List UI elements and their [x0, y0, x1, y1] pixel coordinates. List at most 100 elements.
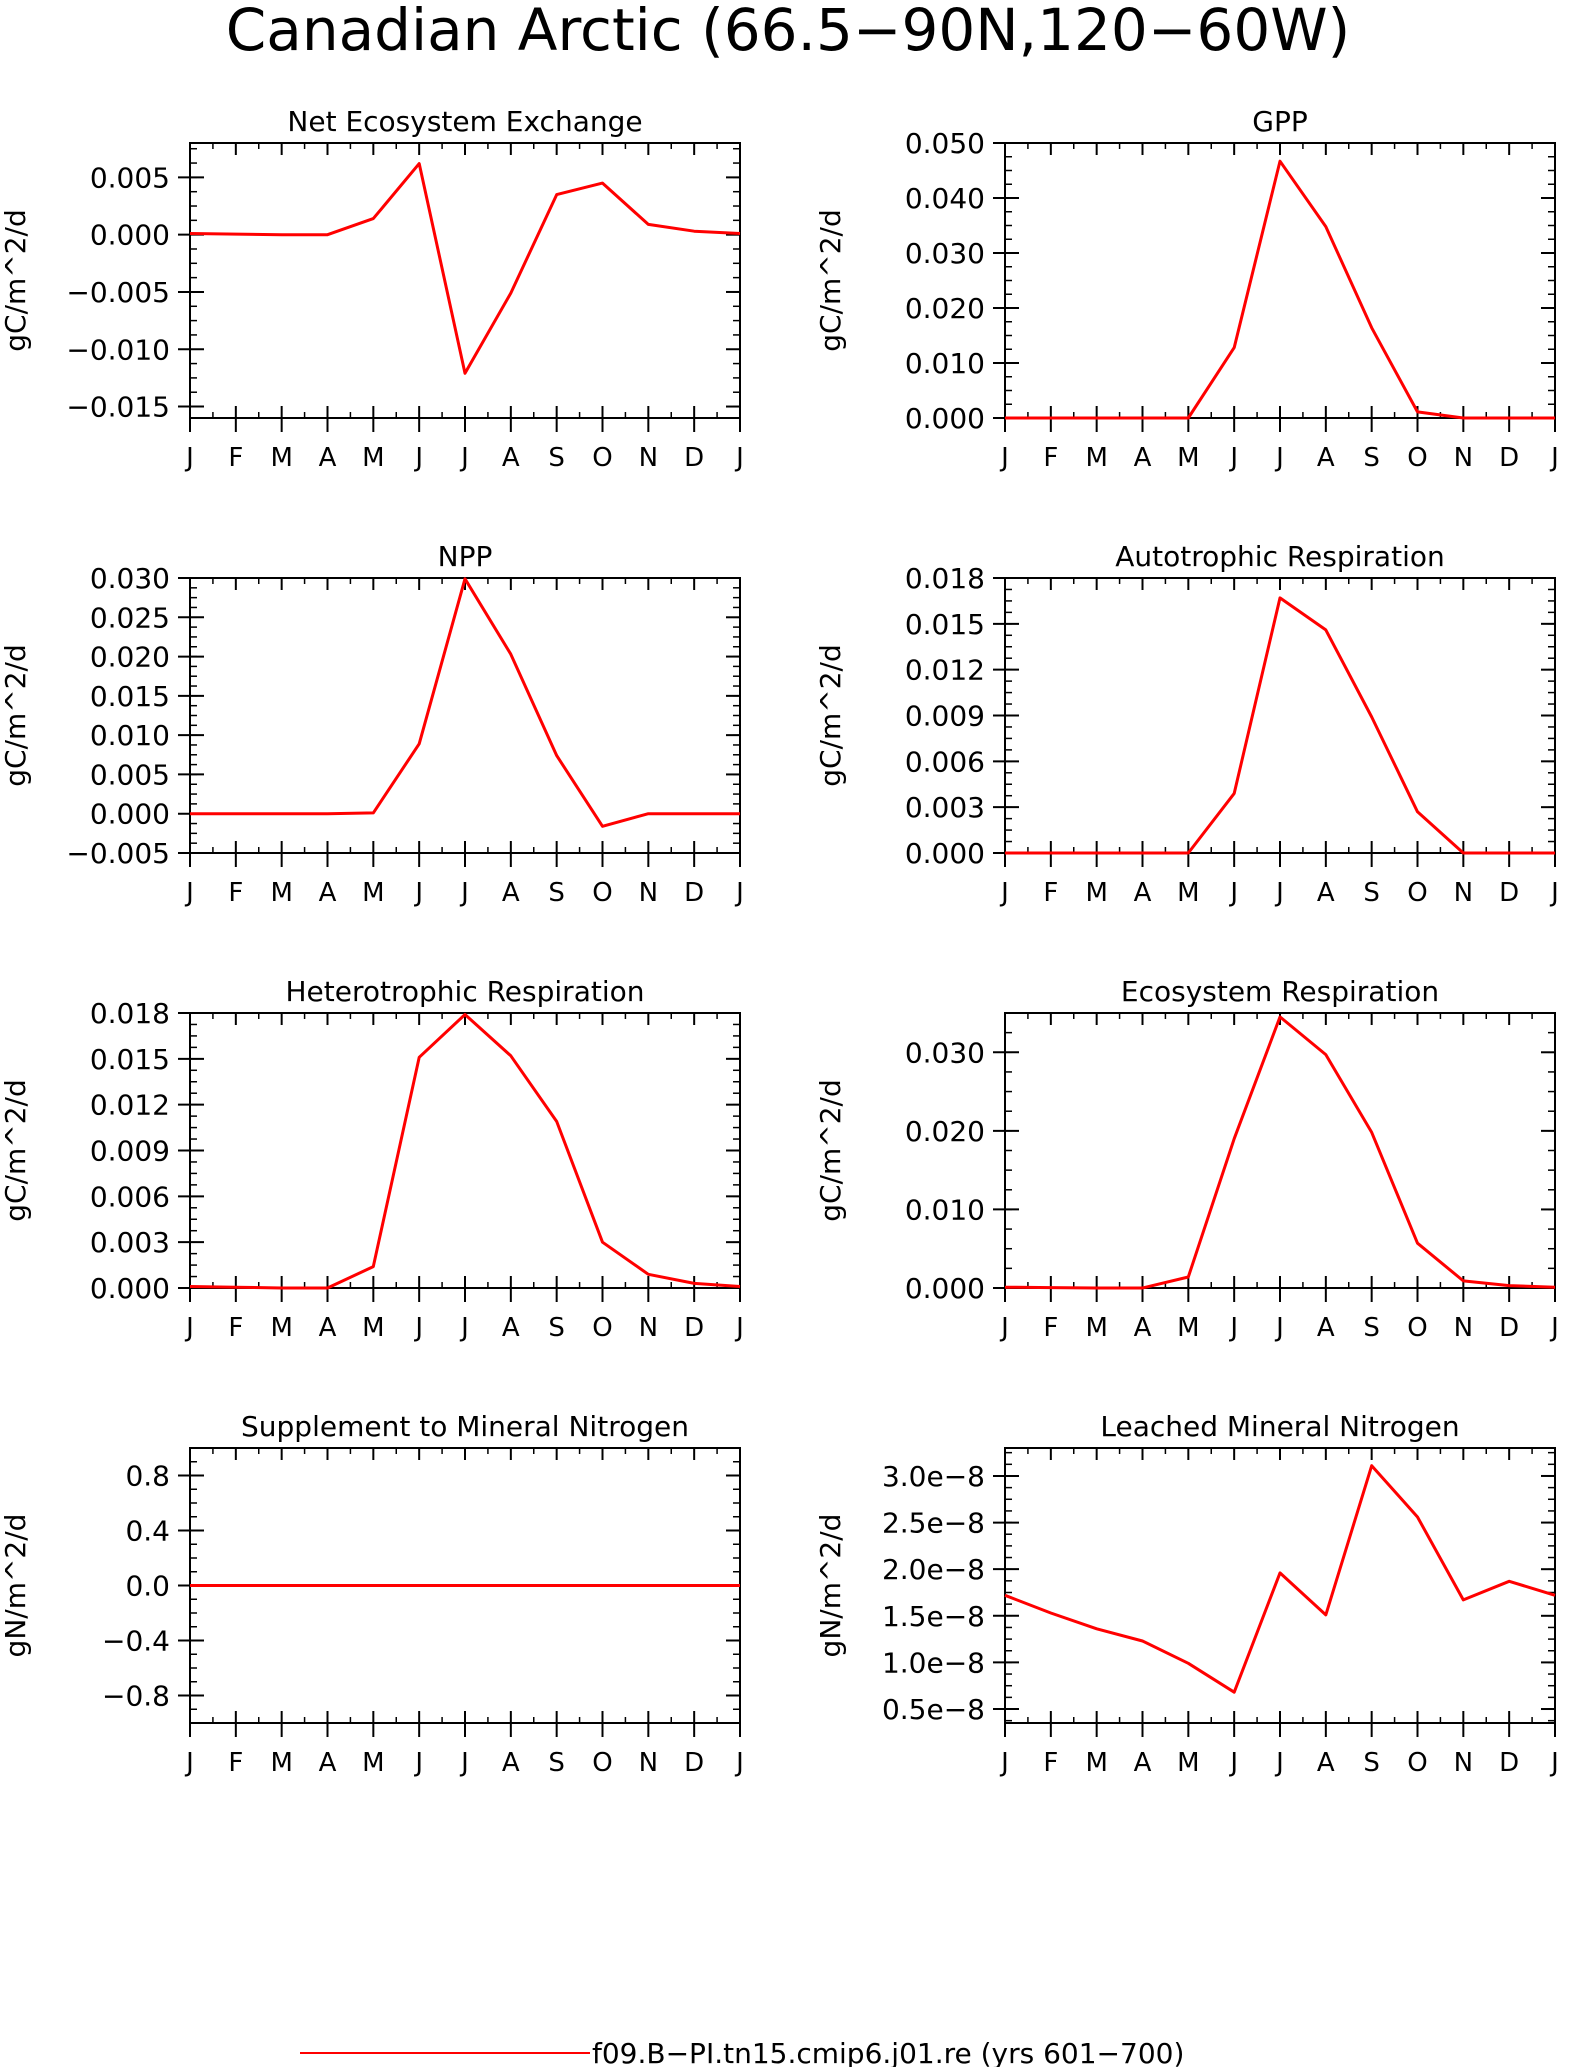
y-tick-label: 0.000: [905, 1272, 985, 1305]
x-tick-label: M: [1085, 443, 1107, 473]
y-tick-label: 0.030: [90, 562, 170, 595]
x-tick-label: A: [1134, 1748, 1152, 1778]
y-tick-label: 0.025: [90, 601, 170, 634]
y-tick-label: 0.010: [905, 347, 985, 380]
x-tick-label: J: [413, 1748, 423, 1778]
plot-frame: [1004, 577, 1556, 854]
plot-frame: [189, 577, 741, 854]
y-tick-label: 0.018: [90, 997, 170, 1030]
y-tick-label: 0.020: [90, 641, 170, 674]
x-tick-label: A: [319, 443, 337, 473]
x-tick-label: M: [270, 443, 292, 473]
x-tick-label: J: [413, 878, 423, 908]
panel-title: Leached Mineral Nitrogen: [1100, 1410, 1459, 1443]
x-tick-label: J: [1274, 443, 1284, 473]
x-tick-label: M: [1085, 878, 1107, 908]
y-tick-label: 0.015: [90, 1043, 170, 1076]
x-tick-label: A: [319, 1313, 337, 1343]
x-tick-label: D: [1499, 443, 1519, 473]
x-tick-label: S: [548, 1748, 565, 1778]
y-tick-label: 1.5e−8: [882, 1600, 985, 1633]
y-axis-label: gC/m^2/d: [0, 209, 32, 352]
series-line: [189, 1013, 741, 1290]
x-tick-label: O: [1407, 878, 1427, 908]
x-tick-label: J: [734, 1313, 744, 1343]
y-tick-label: 1.0e−8: [882, 1646, 985, 1679]
y-axis-label: gC/m^2/d: [814, 1079, 847, 1222]
x-tick-label: D: [1499, 1313, 1519, 1343]
x-tick-label: J: [734, 878, 744, 908]
x-tick-label: A: [1317, 443, 1335, 473]
x-tick-label: J: [1228, 443, 1238, 473]
figure-title: Canadian Arctic (66.5−90N,120−60W): [226, 0, 1350, 64]
x-tick-label: J: [184, 443, 194, 473]
x-tick-label: F: [1043, 878, 1058, 908]
x-tick-label: J: [1274, 878, 1284, 908]
y-tick-label: 0.010: [90, 719, 170, 752]
y-tick-label: 2.0e−8: [882, 1553, 985, 1586]
x-tick-label: M: [1177, 443, 1199, 473]
panel-title: Heterotrophic Respiration: [286, 975, 645, 1008]
x-tick-label: N: [1454, 1313, 1473, 1343]
x-tick-label: A: [1134, 878, 1152, 908]
x-tick-label: A: [1317, 1748, 1335, 1778]
y-tick-label: 0.009: [90, 1135, 170, 1168]
x-tick-label: A: [1317, 878, 1335, 908]
y-tick-label: 0.030: [905, 1036, 985, 1069]
x-tick-label: J: [459, 1313, 469, 1343]
y-tick-label: 0.009: [905, 700, 985, 733]
series-line: [1004, 1015, 1556, 1290]
x-tick-label: J: [1228, 878, 1238, 908]
x-tick-label: J: [1228, 1313, 1238, 1343]
x-tick-label: N: [639, 443, 658, 473]
x-tick-label: A: [1317, 1313, 1335, 1343]
x-tick-label: D: [684, 443, 704, 473]
y-tick-label: 0.040: [905, 182, 985, 215]
x-tick-label: A: [502, 1748, 520, 1778]
x-tick-label: N: [1454, 1748, 1473, 1778]
y-axis-label: gC/m^2/d: [0, 1079, 32, 1222]
x-tick-label: A: [1134, 1313, 1152, 1343]
x-tick-label: A: [502, 878, 520, 908]
x-tick-label: A: [1134, 443, 1152, 473]
x-tick-label: J: [1549, 878, 1559, 908]
x-tick-label: N: [639, 1748, 658, 1778]
y-tick-label: 2.5e−8: [882, 1507, 985, 1540]
x-tick-label: J: [459, 1748, 469, 1778]
y-tick-label: −0.4: [102, 1625, 170, 1658]
x-tick-label: J: [734, 1748, 744, 1778]
y-tick-label: 0.018: [905, 562, 985, 595]
y-tick-label: −0.005: [66, 837, 170, 870]
y-tick-label: 0.010: [905, 1193, 985, 1226]
panel-title: Autotrophic Respiration: [1115, 540, 1444, 573]
y-tick-label: 0.015: [90, 680, 170, 713]
y-tick-label: 0.000: [90, 219, 170, 252]
x-tick-label: J: [734, 443, 744, 473]
y-tick-label: 0.4: [125, 1515, 170, 1548]
series-line: [1004, 1464, 1556, 1694]
x-tick-label: J: [1549, 1313, 1559, 1343]
y-axis-label: gC/m^2/d: [814, 209, 847, 352]
y-tick-label: −0.005: [66, 276, 170, 309]
series-line: [1005, 596, 1555, 855]
x-tick-label: F: [228, 878, 243, 908]
x-tick-label: M: [1085, 1748, 1107, 1778]
y-tick-label: 0.003: [90, 1226, 170, 1259]
x-tick-label: M: [270, 1313, 292, 1343]
y-tick-label: 0.005: [90, 758, 170, 791]
x-tick-label: J: [1274, 1748, 1284, 1778]
x-tick-label: S: [548, 878, 565, 908]
y-tick-label: 0.015: [905, 608, 985, 641]
x-tick-label: A: [319, 878, 337, 908]
x-tick-label: S: [548, 1313, 565, 1343]
y-tick-label: 0.012: [90, 1089, 170, 1122]
x-tick-label: F: [1043, 1748, 1058, 1778]
x-tick-label: M: [1177, 1748, 1199, 1778]
legend: f09.B−PI.tn15.cmip6.j01.re (yrs 601−700): [300, 2037, 1184, 2067]
x-tick-label: M: [1177, 878, 1199, 908]
